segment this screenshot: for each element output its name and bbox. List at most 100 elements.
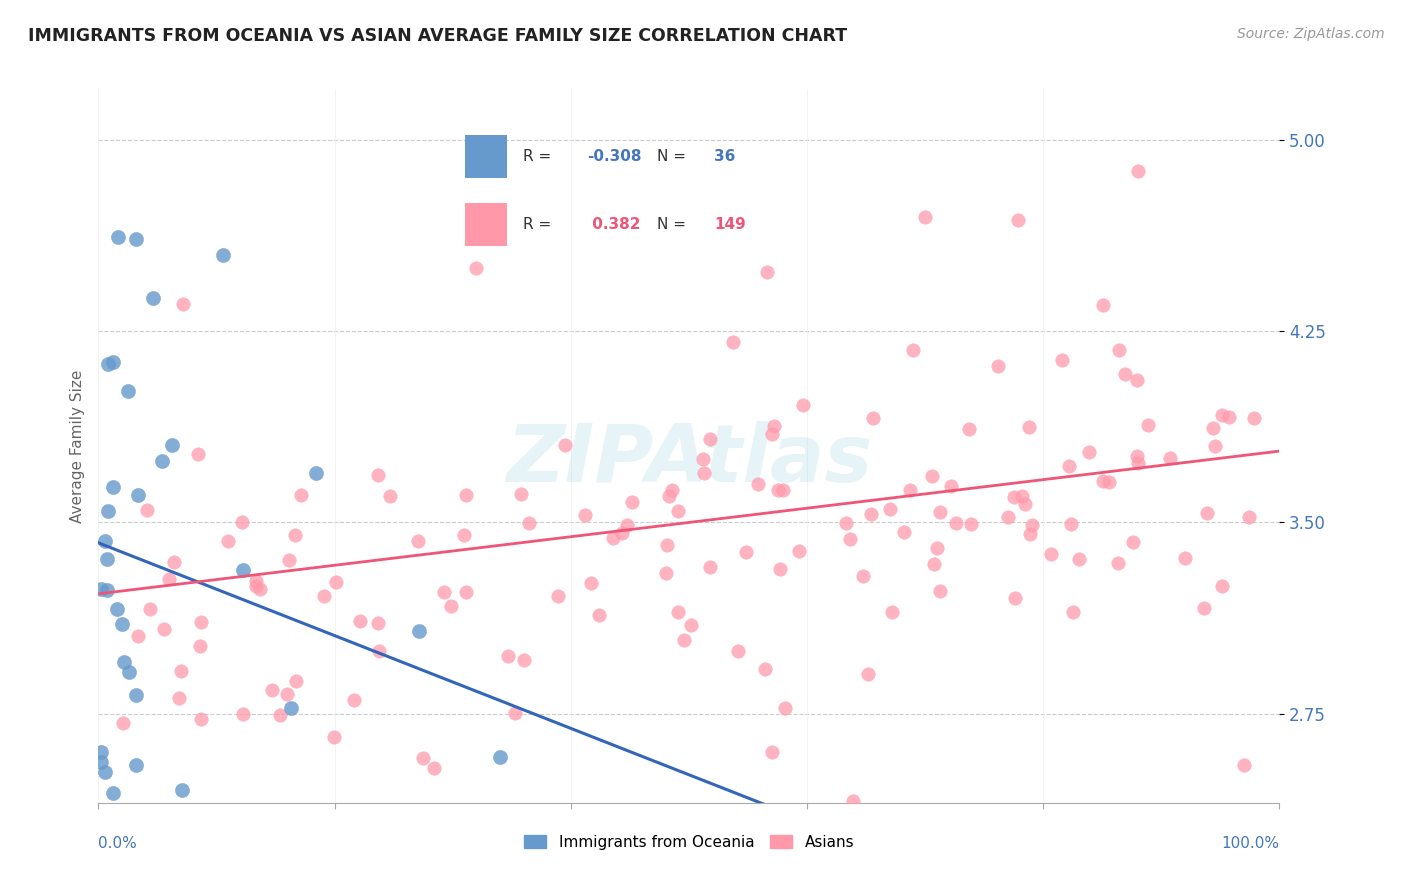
Point: [101, 480, 124, 494]
Point: [368, 644, 391, 658]
Point: [945, 516, 967, 531]
Point: [107, 230, 129, 244]
Point: [939, 479, 962, 493]
Point: [735, 545, 758, 559]
Point: [284, 674, 307, 689]
Point: [901, 343, 924, 357]
Point: [378, 489, 401, 503]
Point: [124, 688, 146, 702]
Point: [1159, 450, 1181, 465]
Point: [513, 653, 536, 667]
Point: [343, 693, 366, 707]
Point: [498, 649, 520, 664]
Point: [838, 532, 860, 546]
Point: [835, 516, 858, 530]
Point: [1194, 601, 1216, 615]
Point: [610, 526, 633, 541]
Point: [97, 358, 120, 372]
Point: [1040, 547, 1063, 561]
Point: [284, 527, 307, 541]
Point: [1078, 444, 1101, 458]
Point: [754, 662, 776, 676]
Point: [1174, 551, 1197, 566]
Point: [105, 602, 128, 616]
Point: [260, 682, 283, 697]
Point: [1122, 534, 1144, 549]
Point: [367, 615, 389, 630]
Point: [127, 488, 149, 502]
Point: [111, 617, 134, 632]
Point: [602, 531, 624, 545]
Point: [856, 667, 879, 681]
Point: [1092, 298, 1115, 312]
Point: [574, 508, 596, 522]
Point: [90, 745, 112, 759]
Point: [1137, 417, 1160, 432]
Point: [127, 629, 149, 643]
Text: 0.0%: 0.0%: [98, 836, 138, 851]
Point: [505, 706, 527, 720]
Point: [190, 712, 212, 726]
Point: [217, 534, 239, 549]
Point: [1021, 517, 1043, 532]
Point: [509, 487, 531, 501]
Point: [1108, 343, 1130, 357]
Point: [139, 601, 162, 615]
Point: [170, 783, 193, 797]
Point: [1069, 552, 1091, 566]
Point: [96, 551, 118, 566]
Point: [1126, 449, 1149, 463]
Y-axis label: Average Family Size: Average Family Size: [69, 369, 84, 523]
Point: [112, 655, 135, 669]
Point: [245, 574, 267, 588]
Point: [1018, 420, 1040, 434]
Point: [97, 504, 120, 518]
Point: [1126, 163, 1149, 178]
Point: [775, 701, 797, 715]
Point: [789, 543, 811, 558]
Point: [699, 432, 721, 446]
Point: [125, 757, 148, 772]
Point: [232, 707, 254, 722]
Point: [440, 599, 463, 613]
Point: [94, 533, 117, 548]
Point: [90, 582, 112, 596]
Point: [167, 691, 190, 706]
Point: [142, 291, 165, 305]
Point: [1233, 757, 1256, 772]
Point: [792, 398, 814, 412]
Point: [860, 508, 883, 522]
Point: [188, 640, 211, 654]
Text: 100.0%: 100.0%: [1222, 836, 1279, 851]
Point: [554, 438, 576, 452]
Point: [190, 615, 212, 629]
Point: [125, 232, 148, 246]
Point: [588, 608, 610, 623]
Text: ZIPAtlas: ZIPAtlas: [506, 421, 872, 500]
Point: [1197, 507, 1219, 521]
Point: [249, 582, 271, 597]
Point: [1062, 606, 1084, 620]
Point: [96, 583, 118, 598]
Point: [761, 745, 783, 759]
Point: [1018, 526, 1040, 541]
Point: [118, 665, 141, 679]
Point: [408, 624, 430, 639]
Point: [658, 489, 681, 503]
Point: [187, 447, 209, 461]
Point: [453, 528, 475, 542]
Point: [172, 297, 194, 311]
Point: [232, 564, 254, 578]
Point: [747, 476, 769, 491]
Point: [621, 495, 644, 509]
Point: [1218, 409, 1240, 424]
Point: [762, 419, 785, 434]
Point: [488, 750, 510, 764]
Point: [862, 410, 884, 425]
Point: [1098, 475, 1121, 489]
Point: [157, 572, 180, 586]
Point: [666, 605, 689, 619]
Point: [693, 466, 716, 480]
Point: [162, 438, 184, 452]
Point: [245, 579, 267, 593]
